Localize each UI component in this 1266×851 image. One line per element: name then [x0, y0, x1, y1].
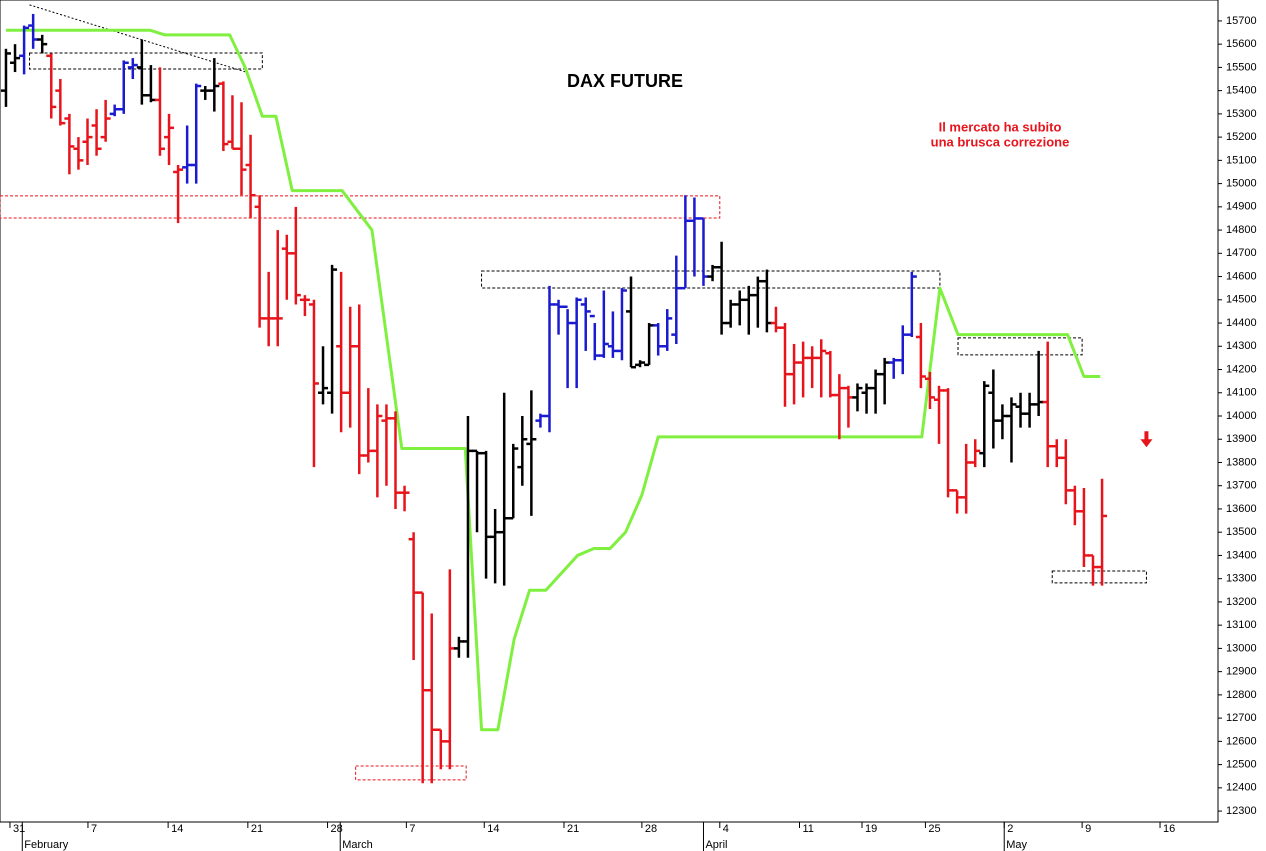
y-tick-label: 15500 [1226, 61, 1257, 73]
level-box [481, 270, 941, 289]
y-tick-label: 13800 [1226, 456, 1257, 468]
arrow [1140, 431, 1153, 448]
x-tick-label: 28 [331, 823, 343, 835]
x-tick-label: 14 [171, 823, 183, 835]
month-label: April [705, 839, 727, 851]
y-tick-label: 13100 [1226, 619, 1257, 631]
y-tick-label: 14700 [1226, 247, 1257, 259]
y-tick-label: 14400 [1226, 317, 1257, 329]
y-tick-label: 14600 [1226, 270, 1257, 282]
x-tick-label: 25 [928, 823, 940, 835]
y-tick-label: 13000 [1226, 642, 1257, 654]
y-tick-label: 12800 [1226, 689, 1257, 701]
level-box [1051, 570, 1147, 584]
y-tick-label: 13500 [1226, 526, 1257, 538]
month-label: March [342, 839, 373, 851]
level-box [957, 337, 1083, 356]
level-box [29, 52, 263, 70]
level-box [0, 195, 721, 219]
y-tick-label: 13400 [1226, 549, 1257, 561]
y-tick-label: 15100 [1226, 154, 1257, 166]
y-tick-label: 13600 [1226, 503, 1257, 515]
level-box [355, 765, 467, 781]
trendline [29, 4, 246, 73]
y-tick-label: 14300 [1226, 340, 1257, 352]
y-tick-label: 12600 [1226, 735, 1257, 747]
x-tick-label: 31 [13, 823, 25, 835]
x-tick-label: 7 [409, 823, 415, 835]
x-tick-label: 14 [487, 823, 499, 835]
chart-title: DAX FUTURE [567, 71, 683, 91]
x-tick-label: 9 [1085, 823, 1091, 835]
y-tick-label: 14800 [1226, 224, 1257, 236]
month-label: May [1006, 839, 1027, 851]
stop-line [5, 28, 1101, 732]
y-tick-label: 12300 [1226, 805, 1257, 817]
x-tick-label: 21 [567, 823, 579, 835]
y-tick-label: 13300 [1226, 573, 1257, 585]
y-tick-label: 13700 [1226, 480, 1257, 492]
x-tick-label: 2 [1007, 823, 1013, 835]
x-tick-label: 7 [91, 823, 97, 835]
x-tick-label: 16 [1163, 823, 1175, 835]
y-tick-label: 15000 [1226, 178, 1257, 190]
x-tick-label: 11 [802, 823, 813, 835]
y-tick-label: 15600 [1226, 38, 1257, 50]
x-tick-label: 4 [723, 823, 729, 835]
month-label: February [24, 839, 69, 851]
x-tick-label: 19 [865, 823, 877, 835]
y-tick-label: 14500 [1226, 294, 1257, 306]
y-tick-label: 15200 [1226, 131, 1257, 143]
y-tick-label: 12500 [1226, 759, 1257, 771]
annotation: una brusca correzione [931, 134, 1070, 149]
y-tick-label: 12400 [1226, 782, 1257, 794]
annotation: Il mercato ha subito [939, 119, 1062, 134]
y-tick-label: 13200 [1226, 596, 1257, 608]
y-tick-label: 15300 [1226, 108, 1257, 120]
y-tick-label: 14000 [1226, 410, 1257, 422]
y-tick-label: 15400 [1226, 85, 1257, 97]
plot-area [0, 0, 1219, 823]
y-tick-label: 14200 [1226, 363, 1257, 375]
y-tick-label: 14900 [1226, 201, 1257, 213]
y-tick-label: 15700 [1226, 15, 1257, 27]
y-tick-label: 12700 [1226, 712, 1257, 724]
y-tick-label: 14100 [1226, 387, 1257, 399]
x-tick-label: 21 [251, 823, 263, 835]
x-tick-label: 28 [645, 823, 657, 835]
y-tick-label: 12900 [1226, 666, 1257, 678]
y-tick-label: 13900 [1226, 433, 1257, 445]
